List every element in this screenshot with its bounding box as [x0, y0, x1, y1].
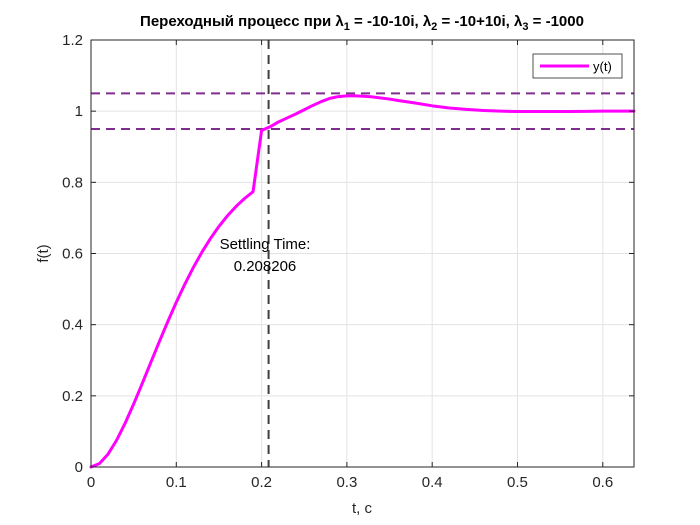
x-tick-label: 0.6 [592, 474, 613, 491]
x-tick-label: 0.2 [251, 474, 272, 491]
y-tick-label: 0.8 [62, 174, 83, 191]
x-axis-label: t, c [352, 500, 373, 517]
chart-title: Переходный процесс при λ1 = -10-10i, λ2 … [140, 13, 584, 33]
x-tick-label: 0 [87, 474, 95, 491]
series-layer [89, 94, 636, 469]
settling-time-label: Settling Time: [220, 236, 311, 253]
reference-lines [91, 40, 634, 467]
x-tick-label: 0.4 [422, 474, 443, 491]
legend: y(t) [532, 53, 623, 79]
y-axis-label: f(t) [35, 244, 52, 262]
x-tick-label: 0.1 [166, 474, 187, 491]
y-tick-label: 0.2 [62, 388, 83, 405]
series-line-0 [89, 94, 636, 469]
x-tick-label: 0.5 [507, 474, 528, 491]
settling-time-value: 0.208206 [234, 258, 297, 275]
y-tick-label: 0.4 [62, 317, 83, 334]
x-tick-label: 0.3 [336, 474, 357, 491]
legend-entry-label: y(t) [593, 59, 612, 74]
y-tick-label: 0 [75, 459, 83, 476]
y-tick-label: 1.2 [62, 32, 83, 49]
y-tick-label: 0.6 [62, 246, 83, 263]
y-tick-label: 1 [75, 103, 83, 120]
tick-layer: 0 0.1 0.2 0.3 0.4 0.5 0.6 0 0.2 0.4 0.6 0.8 1 1.2 [62, 32, 634, 491]
